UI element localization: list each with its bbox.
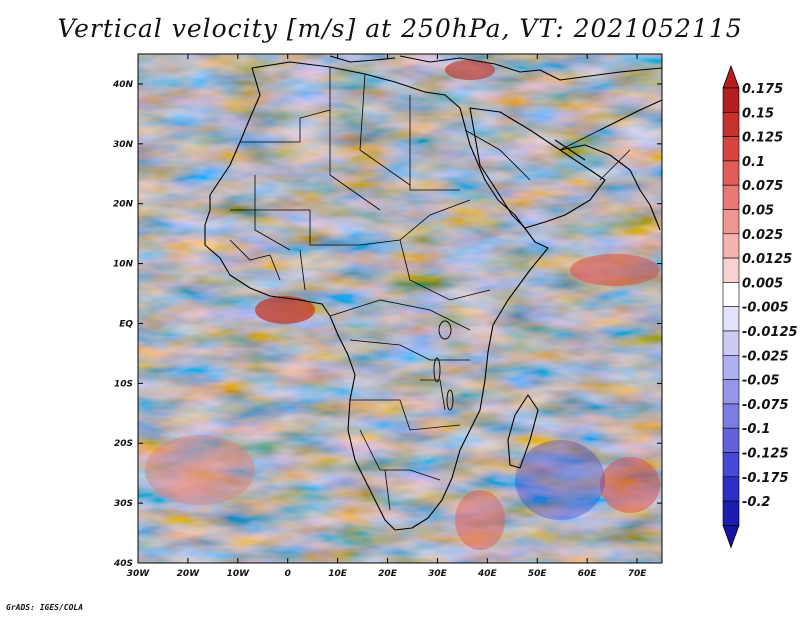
colorbar-label: 0.125	[742, 131, 783, 146]
colorbar-label: 0.075	[742, 179, 783, 194]
lon-tick-label: 30W	[127, 569, 151, 579]
colorbar-label: -0.05	[742, 374, 779, 389]
colorbar-swatch	[722, 379, 740, 405]
ascent-feature-indian-ocean	[570, 254, 660, 286]
lon-tick-label: 50E	[528, 569, 548, 579]
lon-tick-label: 0	[285, 569, 291, 579]
colorbar-swatch	[722, 136, 740, 162]
lon-tick-label: 40E	[477, 569, 498, 579]
lat-tick-label: 20S	[114, 439, 133, 449]
descent-feature-south-indian	[515, 440, 605, 520]
colorbar-swatch	[722, 257, 740, 283]
colorbar-bottom-arrow	[722, 525, 740, 549]
lon-tick-label: 10E	[328, 569, 348, 579]
colorbar-swatch	[722, 306, 740, 332]
ascent-feature-mediterranean	[445, 60, 495, 80]
colorbar-label: 0.005	[742, 276, 783, 291]
lat-tick-label: 40N	[112, 80, 134, 90]
lat-tick-label: 30N	[113, 140, 134, 150]
colorbar-label: -0.025	[742, 349, 789, 364]
lon-tick-label: 20W	[177, 569, 201, 579]
colorbar-label: -0.125	[742, 447, 789, 462]
lakes	[433, 320, 454, 411]
lat-tick-label: EQ	[119, 319, 133, 329]
colorbar-label: -0.0125	[742, 325, 798, 340]
lon-tick-label: 10W	[227, 569, 251, 579]
grads-credit: GrADS: IGES/COLA	[6, 603, 84, 612]
colorbar-label: -0.175	[742, 471, 789, 486]
colorbar-label: 0.05	[742, 204, 774, 219]
colorbar-label: 0.1	[742, 155, 765, 170]
colorbar-label: -0.1	[742, 422, 770, 437]
colorbar-swatch	[722, 184, 740, 210]
colorbar-swatch	[722, 87, 740, 113]
colorbar-swatch	[722, 282, 740, 307]
colorbar-swatch	[722, 112, 740, 137]
colorbar-label: -0.075	[742, 398, 789, 413]
colorbar-label: 0.0125	[742, 252, 792, 267]
lat-tick-label: 20N	[113, 200, 134, 210]
longitude-axis: 30W 20W 10W 0 10E 20E 30E 40E 50E 60E 70E	[127, 54, 647, 579]
colorbar-swatch	[722, 427, 740, 453]
lat-tick-label: 30S	[114, 499, 133, 509]
colorbar-swatch	[722, 330, 740, 356]
colorbar-label: 0.025	[742, 228, 783, 243]
colorbar-swatch	[722, 452, 740, 478]
chart-title: Vertical velocity [m/s] at 250hPa, VT: 2…	[57, 14, 743, 43]
colorbar-label: -0.2	[742, 495, 770, 510]
colorbar-label: 0.175	[742, 82, 783, 97]
coastlines	[204, 55, 662, 531]
velocity-field	[138, 54, 662, 563]
colorbar-swatch	[722, 500, 740, 526]
colorbar-label: -0.005	[742, 301, 789, 316]
lon-tick-label: 70E	[628, 569, 648, 579]
colorbar-swatch	[722, 160, 740, 186]
lon-tick-label: 60E	[578, 569, 598, 579]
country-borders	[229, 67, 631, 511]
ascent-feature-gulf-of-guinea	[255, 296, 315, 324]
colorbar-top-arrow	[722, 64, 740, 89]
ascent-feature-south-indian	[600, 457, 660, 513]
lon-tick-label: 20E	[378, 569, 398, 579]
ascent-feature-south-africa-east	[455, 490, 505, 550]
colorbar-label: 0.15	[742, 106, 774, 121]
colorbar-swatch	[722, 403, 740, 429]
ascent-feature-south-atlantic	[145, 435, 255, 505]
lon-tick-label: 30E	[428, 569, 448, 579]
map-frame	[137, 53, 663, 564]
colorbar: 0.175 0.15 0.125 0.1 0.075 0.05 0.025 0.0125 0.0…	[722, 64, 798, 549]
lat-tick-label: 40S	[113, 559, 133, 569]
colorbar-swatch	[722, 476, 740, 502]
latitude-axis: 40N 30N 20N 10N EQ 10S 20S 30S 40S	[112, 80, 662, 569]
colorbar-swatch	[722, 209, 740, 235]
colorbar-swatch	[722, 354, 740, 380]
colorbar-swatch	[722, 233, 740, 259]
lat-tick-label: 10N	[113, 260, 134, 270]
lat-tick-label: 10S	[114, 379, 133, 389]
